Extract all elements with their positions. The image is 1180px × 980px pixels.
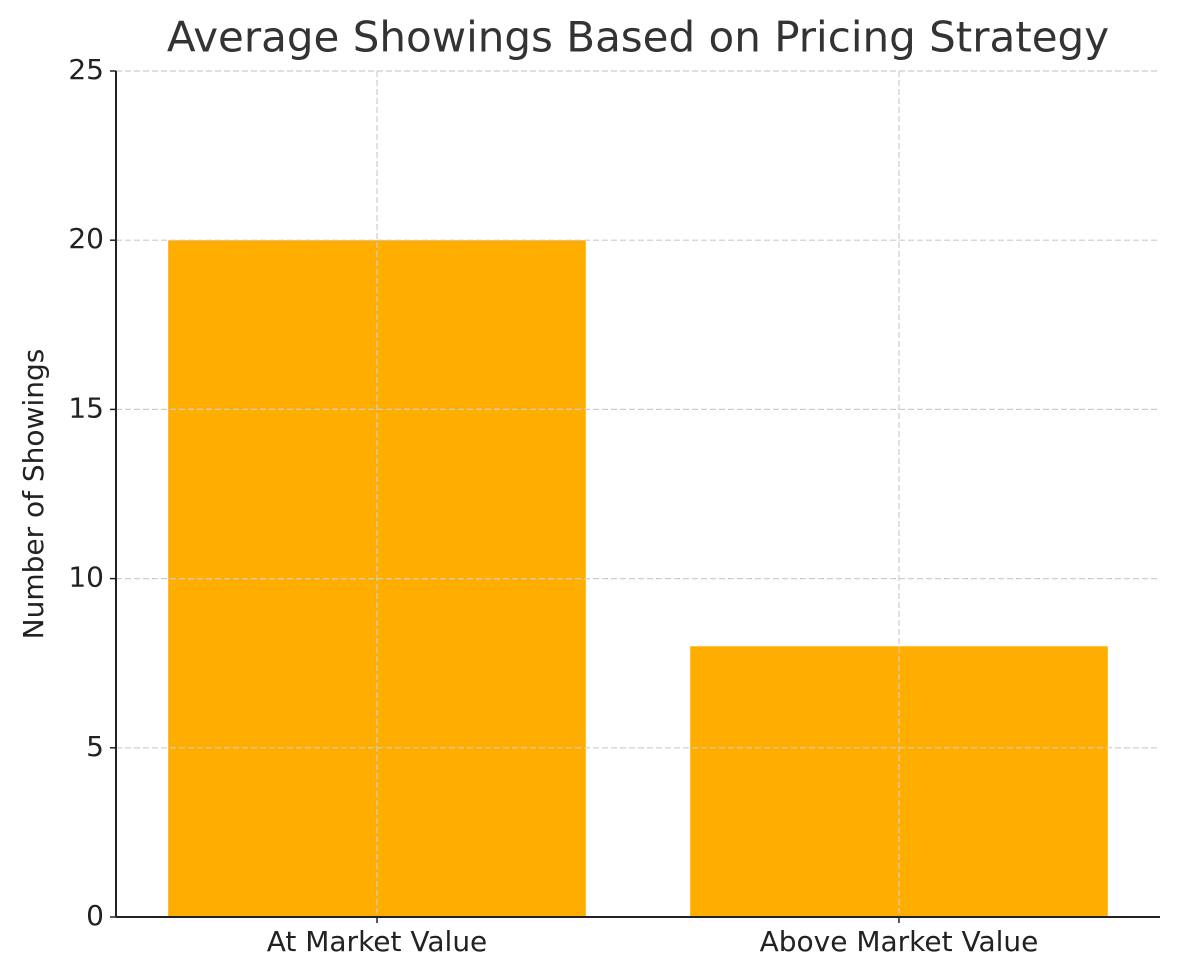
y-tick-label: 5: [86, 730, 104, 763]
y-tick-label: 0: [86, 899, 104, 932]
y-tick-label: 20: [68, 222, 104, 255]
bar: [690, 646, 1108, 917]
y-tick-label: 25: [68, 53, 104, 86]
y-axis-label: Number of Showings: [17, 349, 50, 640]
y-tick-label: 10: [68, 561, 104, 594]
x-tick-label: Above Market Value: [760, 925, 1039, 958]
x-tick-label: At Market Value: [267, 925, 488, 958]
chart-title: Average Showings Based on Pricing Strate…: [167, 13, 1109, 62]
y-tick-label: 15: [68, 391, 104, 424]
